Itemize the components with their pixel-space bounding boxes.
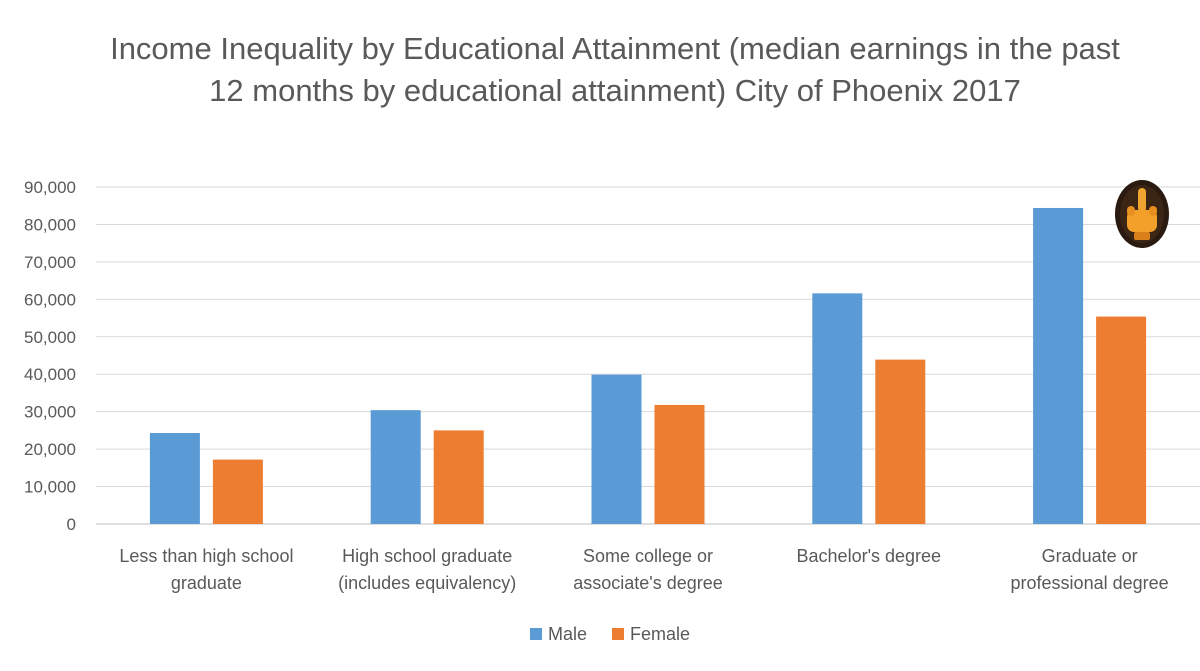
legend-swatch-male — [530, 628, 542, 640]
bar-male — [370, 410, 421, 524]
y-tick-label: 60,000 — [24, 290, 76, 309]
y-tick-label: 80,000 — [24, 215, 76, 234]
bar-female — [875, 359, 926, 524]
y-tick-label: 50,000 — [24, 328, 76, 347]
legend-swatch-female — [612, 628, 624, 640]
bar-female — [1096, 316, 1147, 524]
legend-label-female: Female — [630, 624, 690, 644]
bar-male — [812, 293, 863, 524]
y-tick-label: 70,000 — [24, 253, 76, 272]
bar-male — [149, 433, 200, 524]
y-axis-ticks: 0 10,000 20,000 30,000 40,000 50,000 60,000 70,… — [24, 178, 76, 534]
y-tick-label: 20,000 — [24, 440, 76, 459]
x-category-label: Some college or associate's degree — [573, 546, 723, 593]
y-tick-label: 40,000 — [24, 365, 76, 384]
y-tick-label: 30,000 — [24, 403, 76, 422]
x-category-label: High school graduate (includes equivalenc… — [338, 546, 516, 593]
legend: Male Female — [530, 624, 690, 644]
middle-finger-emoji-icon — [1115, 180, 1169, 248]
bar-male — [1033, 207, 1084, 525]
y-tick-label: 10,000 — [24, 478, 76, 497]
x-category-label: Less than high school graduate — [119, 546, 293, 593]
y-tick-label: 0 — [67, 515, 76, 534]
bar-female — [212, 459, 263, 524]
bar-female — [654, 404, 705, 524]
x-category-label: Graduate or professional degree — [1011, 546, 1169, 593]
x-axis-labels: Less than high school graduate High school… — [119, 546, 1168, 593]
x-category-label: Bachelor's degree — [797, 546, 942, 566]
gridlines — [96, 186, 1200, 525]
y-tick-label: 90,000 — [24, 178, 76, 197]
chart-title: Income Inequality by Educational Attainm… — [110, 31, 1120, 108]
bar-female — [433, 430, 484, 524]
legend-label-male: Male — [548, 624, 587, 644]
bars — [149, 207, 1147, 525]
bar-male — [591, 374, 642, 524]
